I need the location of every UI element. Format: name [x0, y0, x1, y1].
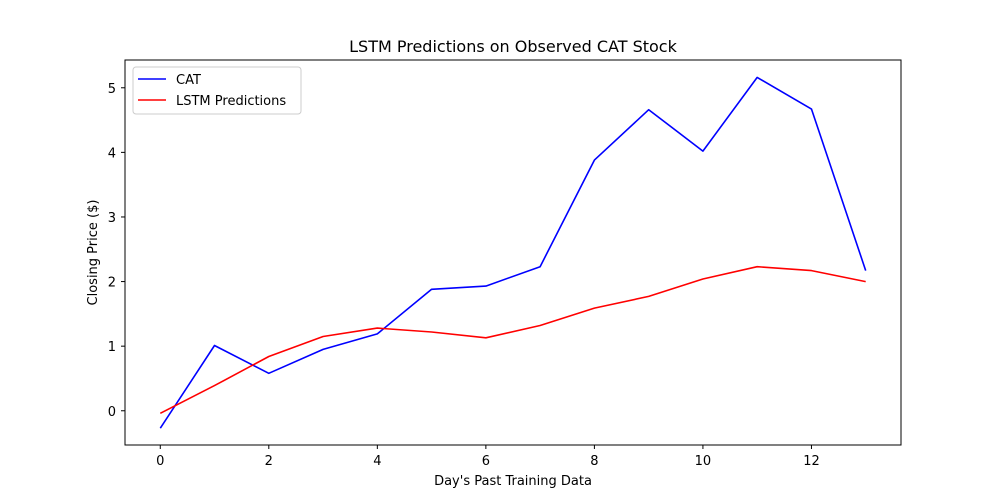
- y-tick-label: 3: [108, 211, 116, 226]
- series-line-lstm-predictions: [159, 265, 866, 415]
- x-tick-label: 2: [265, 454, 273, 469]
- legend-label: CAT: [176, 73, 201, 88]
- x-axis-label: Day's Past Training Data: [434, 474, 592, 489]
- series-line-cat: [159, 76, 867, 429]
- y-tick-label: 0: [108, 405, 116, 420]
- x-tick-label: 12: [803, 454, 820, 469]
- chart-title: LSTM Predictions on Observed CAT Stock: [349, 37, 677, 56]
- x-tick-label: 0: [156, 454, 164, 469]
- y-tick-label: 5: [108, 82, 116, 97]
- x-tick-label: 6: [482, 454, 490, 469]
- series-layer: [159, 76, 867, 429]
- y-axis-label: Closing Price ($): [86, 200, 101, 306]
- y-tick-label: 1: [108, 340, 116, 355]
- legend-label: LSTM Predictions: [176, 94, 286, 109]
- x-tick-label: 10: [695, 454, 712, 469]
- plot-area-frame: [124, 59, 902, 446]
- x-tick-label: 8: [590, 454, 598, 469]
- legend-box: [132, 66, 302, 115]
- x-tick-label: 4: [373, 454, 381, 469]
- y-tick-label: 4: [108, 146, 116, 161]
- legend: CAT LSTM Predictions: [132, 66, 302, 115]
- y-tick-label: 2: [108, 276, 116, 291]
